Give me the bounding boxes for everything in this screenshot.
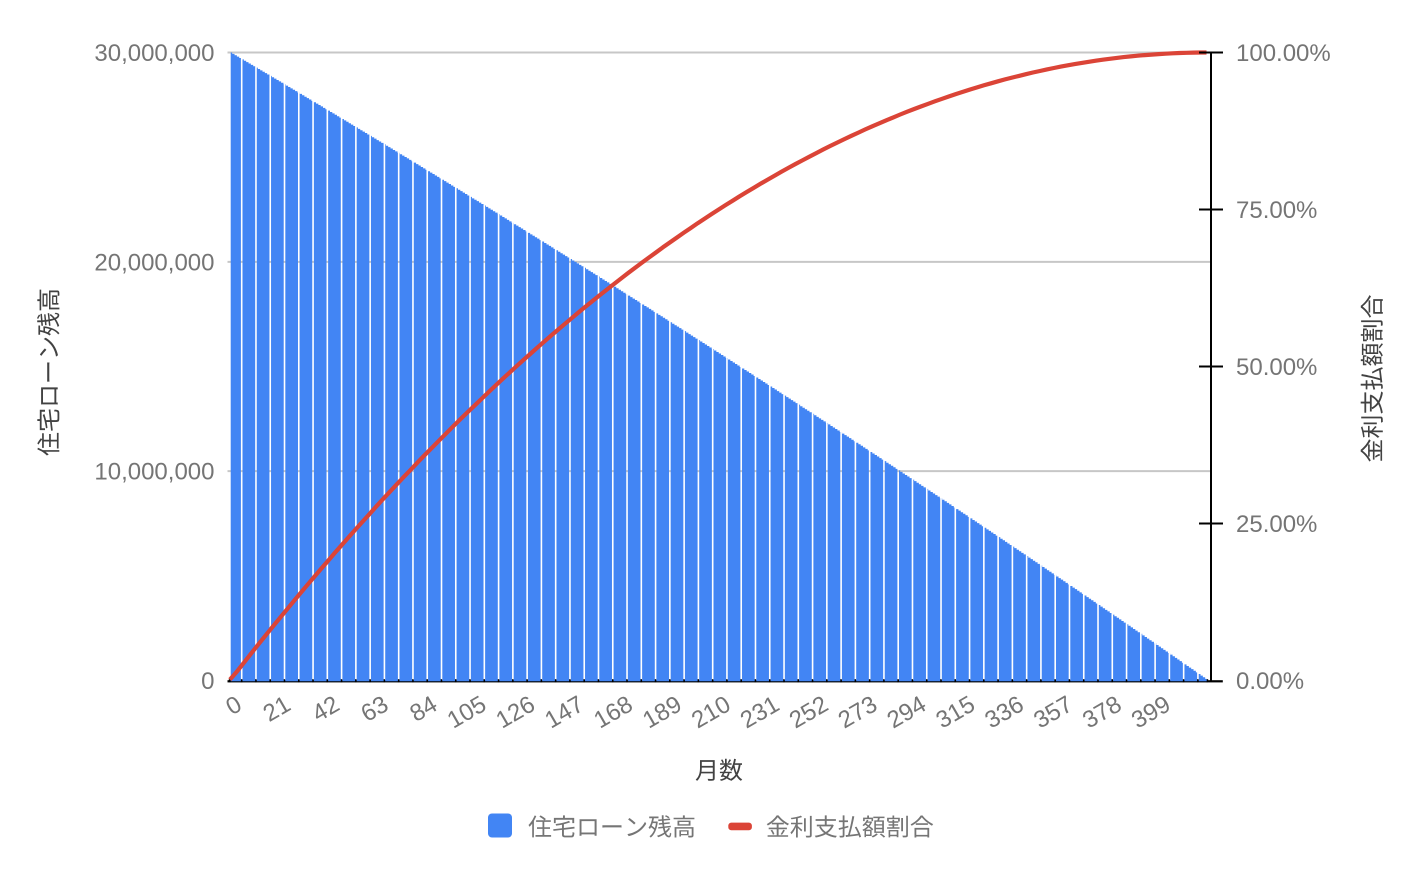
svg-text:100.00%: 100.00% xyxy=(1236,40,1331,67)
svg-text:20,000,000: 20,000,000 xyxy=(94,249,214,276)
svg-text:30,000,000: 30,000,000 xyxy=(94,40,214,67)
svg-text:10,000,000: 10,000,000 xyxy=(94,459,214,486)
svg-text:0: 0 xyxy=(201,668,214,695)
svg-text:50.00%: 50.00% xyxy=(1236,354,1317,381)
svg-text:75.00%: 75.00% xyxy=(1236,197,1317,224)
svg-text:25.00%: 25.00% xyxy=(1236,511,1317,538)
svg-text:0.00%: 0.00% xyxy=(1236,668,1304,695)
